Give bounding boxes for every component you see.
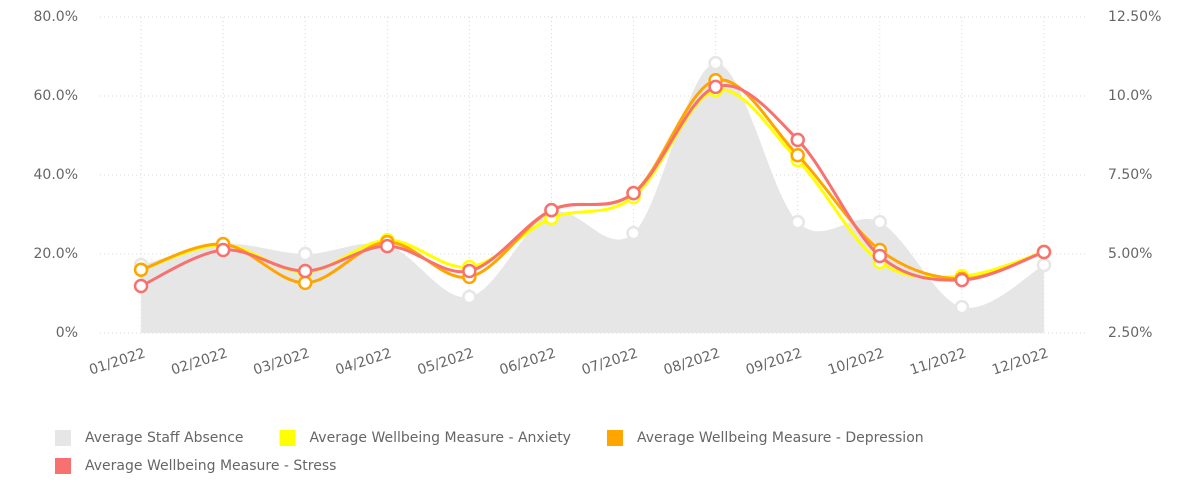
point — [380, 238, 395, 254]
legend-swatch — [55, 430, 71, 446]
x-tick-label: 06/2022 — [498, 345, 558, 378]
point — [790, 132, 805, 148]
legend-label: Average Staff Absence — [85, 430, 244, 446]
x-tick-label: 10/2022 — [826, 345, 886, 378]
x-tick-label: 11/2022 — [908, 345, 968, 378]
x-tick-label: 07/2022 — [580, 345, 640, 378]
point — [297, 275, 313, 291]
point — [790, 214, 805, 230]
legend-item: Average Staff Absence — [55, 430, 244, 446]
y-tick-label: 0% — [56, 325, 78, 341]
legend-item: Average Wellbeing Measure - Stress — [55, 458, 336, 474]
point — [708, 79, 723, 95]
legend-swatch — [279, 430, 296, 446]
x-tick-label: 04/2022 — [333, 345, 393, 378]
y2-tick-label: 2.50% — [1108, 325, 1152, 341]
point — [133, 278, 149, 294]
point — [133, 262, 149, 278]
point — [215, 242, 231, 258]
point — [1036, 244, 1052, 260]
point — [708, 55, 723, 71]
point — [544, 202, 559, 218]
x-tick-label: 02/2022 — [169, 345, 229, 378]
y-tick-label: 40.0% — [34, 167, 78, 183]
y-tick-label: 80.0% — [34, 9, 78, 25]
point — [462, 263, 477, 279]
legend-item: Average Wellbeing Measure - Depression — [606, 430, 924, 446]
y-tick-label: 20.0% — [34, 246, 78, 262]
y2-tick-label: 10.0% — [1108, 88, 1152, 104]
point — [462, 289, 477, 305]
x-tick-label: 01/2022 — [87, 345, 147, 378]
point — [790, 148, 805, 163]
point — [954, 272, 970, 288]
legend-label: Average Wellbeing Measure - Stress — [85, 458, 336, 474]
legend-item: Average Wellbeing Measure - Anxiety — [279, 430, 571, 446]
point — [872, 214, 888, 230]
point — [872, 248, 888, 264]
x-tick-label: 05/2022 — [416, 345, 476, 378]
x-tick-label: 12/2022 — [990, 345, 1050, 378]
point — [626, 225, 641, 241]
legend-label: Average Wellbeing Measure - Anxiety — [310, 430, 571, 446]
legend-swatch — [55, 458, 71, 474]
point — [297, 263, 313, 279]
y-tick-label: 60.0% — [34, 88, 78, 104]
point — [954, 299, 970, 315]
point — [626, 185, 641, 201]
legend-swatch — [606, 430, 623, 446]
point — [1036, 257, 1052, 273]
area — [141, 63, 1044, 333]
y2-tick-label: 5.00% — [1108, 246, 1152, 262]
x-tick-label: 09/2022 — [744, 345, 804, 378]
y2-tick-label: 12.50% — [1108, 9, 1161, 25]
legend-label: Average Wellbeing Measure - Depression — [637, 430, 924, 446]
point — [297, 246, 313, 262]
y2-tick-label: 7.50% — [1108, 167, 1152, 183]
x-tick-label: 08/2022 — [662, 345, 722, 378]
x-tick-label: 03/2022 — [251, 345, 311, 378]
